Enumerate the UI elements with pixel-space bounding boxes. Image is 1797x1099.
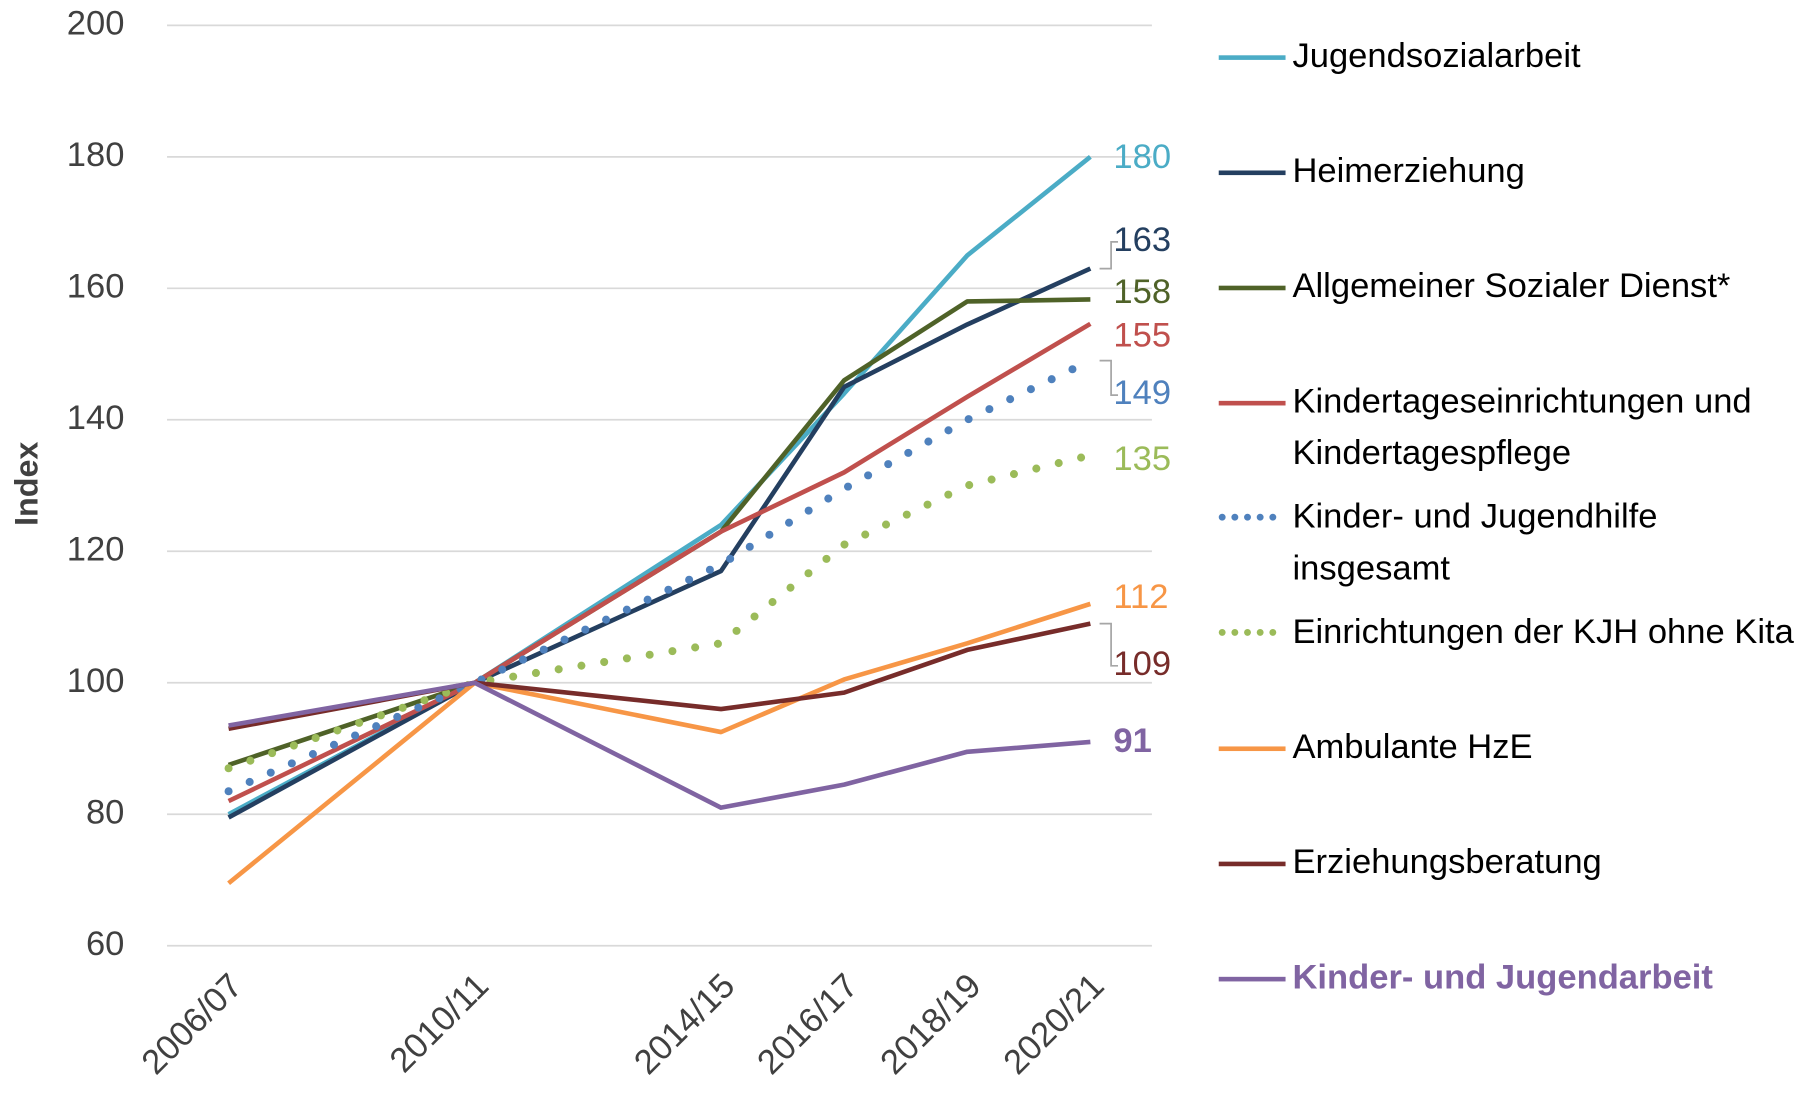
legend-swatch: [1218, 976, 1286, 982]
legend-label: Erziehungsberatung: [1292, 843, 1602, 882]
series-line: [227, 321, 1092, 804]
legend-label: Einrichtungen der KJH ohne Kita: [1292, 612, 1794, 651]
legend-item: Allgemeiner Sozialer Dienst*: [1218, 260, 1795, 312]
y-tick-label: 120: [67, 530, 125, 568]
end-label: 112: [1113, 578, 1168, 616]
legend-swatch: [1218, 513, 1277, 521]
x-tick-label: 2018/19: [873, 967, 988, 1082]
series-line: [227, 297, 1091, 768]
series-line: [228, 621, 1091, 732]
legend-item: Einrichtungen der KJH ohne Kita: [1218, 606, 1795, 658]
legend-label: Ambulante HzE: [1292, 728, 1533, 767]
legend-item: Kinder- und Jugendhilfe insgesamt: [1218, 491, 1795, 595]
legend-label: Allgemeiner Sozialer Dienst*: [1292, 267, 1731, 306]
legend-swatch: [1218, 55, 1286, 60]
x-tick-label: 2016/17: [750, 967, 865, 1082]
end-label: 158: [1113, 273, 1171, 311]
legend-label: Kinder- und Jugendhilfe insgesamt: [1292, 497, 1658, 588]
leader-line: [1099, 359, 1119, 396]
legend-swatch: [1218, 861, 1286, 867]
series-line: [228, 680, 1091, 810]
series-line: [224, 451, 1095, 773]
legend-label: Kindertageseinrichtungen und Kindertages…: [1292, 382, 1752, 473]
legend-label: Heimerziehung: [1292, 152, 1525, 191]
end-label: 163: [1113, 221, 1171, 259]
end-label: 149: [1113, 374, 1171, 412]
legend-item: Erziehungsberatung: [1218, 836, 1795, 888]
x-tick-label: 2020/21: [997, 967, 1112, 1082]
legend-swatch: [1218, 170, 1286, 176]
x-tick-label: 2014/15: [627, 967, 742, 1082]
x-tick-label: 2006/07: [135, 967, 250, 1082]
end-label: 180: [1113, 138, 1171, 176]
series-line: [227, 601, 1092, 886]
legend-item: Jugendsozialarbeit: [1218, 30, 1795, 82]
x-tick-label: 2010/11: [383, 967, 496, 1080]
y-tick-label: 100: [67, 662, 125, 700]
end-label: 109: [1113, 645, 1171, 683]
legend-swatch: [1218, 746, 1286, 752]
end-label: 155: [1113, 317, 1171, 355]
legend-item: Kindertageseinrichtungen und Kindertages…: [1218, 376, 1795, 480]
legend-label: Jugendsozialarbeit: [1292, 36, 1581, 75]
end-label: 91: [1113, 722, 1151, 760]
legend-item: Ambulante HzE: [1218, 721, 1795, 773]
legend-item: Kinder- und Jugendarbeit: [1218, 951, 1795, 1003]
legend-swatch: [1218, 285, 1286, 291]
y-tick-label: 60: [86, 925, 124, 963]
series-line: [227, 266, 1092, 820]
legend-label: Kinder- und Jugendarbeit: [1292, 958, 1713, 997]
series-line: [224, 356, 1095, 796]
y-tick-label: 200: [67, 4, 125, 42]
y-tick-label: 140: [67, 399, 125, 437]
series-line: [227, 155, 1092, 817]
y-tick-label: 160: [67, 267, 125, 305]
legend-item: Heimerziehung: [1218, 145, 1795, 197]
y-tick-label: 180: [67, 136, 125, 174]
legend-swatch: [1218, 400, 1286, 406]
leader-line: [1099, 241, 1119, 270]
legend-swatch: [1218, 628, 1277, 636]
leader-line: [1099, 622, 1119, 667]
y-tick-label: 80: [86, 793, 124, 831]
y-axis-title: Index: [8, 442, 44, 526]
end-label: 135: [1113, 440, 1171, 478]
